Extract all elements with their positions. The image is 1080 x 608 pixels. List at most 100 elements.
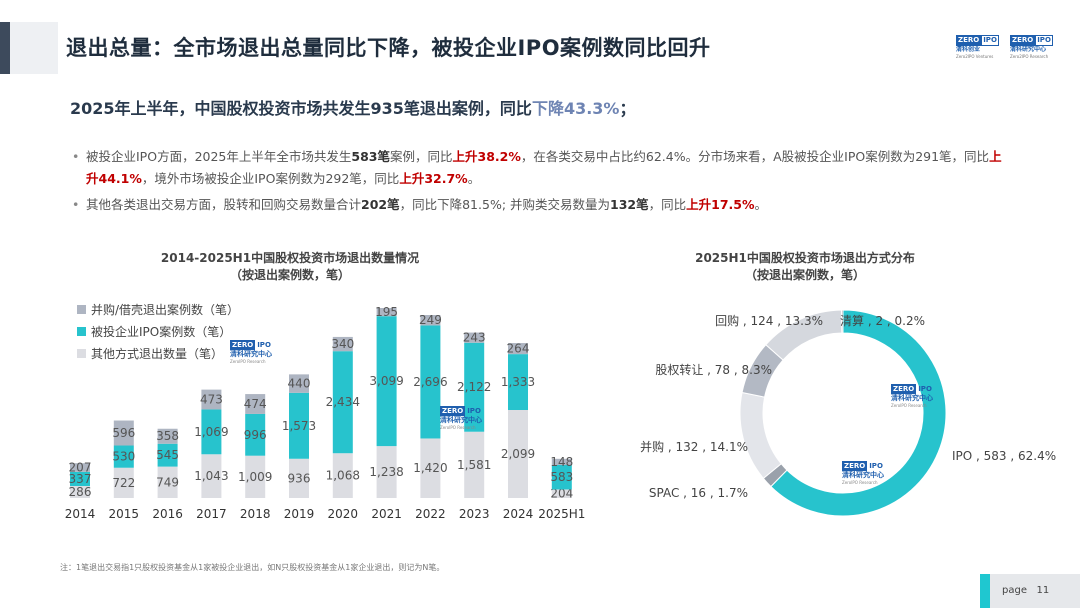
bar-segment <box>201 409 222 455</box>
page-number: page 11 <box>1002 585 1049 596</box>
bar-value-label: 3,099 <box>369 374 403 388</box>
pie-chart-title-text: 2025H1中国股权投资市场退出方式分布 <box>695 251 915 265</box>
logo-en: Zero2IPO Research <box>1010 54 1049 59</box>
bar-segment <box>201 389 222 410</box>
wm-en: ZeroIPO Research <box>440 425 476 430</box>
watermark-logo: ZERO IPO 清科研究中心 ZeroIPO Research <box>891 384 941 412</box>
bar-chart: 并购/借壳退出案例数（笔） 被投企业IPO案例数（笔） 其他方式退出数量（笔） 286… <box>65 302 586 521</box>
bar-value-label: 1,068 <box>326 469 360 483</box>
bar-segment <box>70 463 90 472</box>
x-tick-label: 2016 <box>152 507 183 521</box>
bar-value-label: 596 <box>112 426 135 440</box>
bar-value-label: 337 <box>69 472 92 486</box>
x-tick-label: 2022 <box>415 507 446 521</box>
slice-label: 并购 , 132 , 14.1% <box>640 439 748 454</box>
bar-segment <box>420 315 441 326</box>
page-num: 11 <box>1036 585 1050 596</box>
text: 。 <box>754 197 768 212</box>
text: ，境外市场被投企业IPO案例数为292笔，同比 <box>141 171 400 186</box>
logo-name: 清科研究中心 <box>1010 46 1047 53</box>
wm-brand: ZERO <box>842 461 868 471</box>
wm-brand: IPO <box>869 462 883 470</box>
page-accent <box>980 574 990 608</box>
bar-value-label: 722 <box>112 476 135 490</box>
footnote: 注：1笔退出交易指1只股权投资基金从1家被投企业退出，如N只股权投资基金从1家企… <box>60 563 445 572</box>
wm-brand: ZERO <box>440 406 466 416</box>
slice-label: 股权转让 , 78 , 8.3% <box>655 362 772 377</box>
donut-slice <box>770 309 947 517</box>
text: ，同比下降81.5%; 并购类交易数量为 <box>399 197 611 212</box>
wm-brand: ZERO <box>230 340 256 350</box>
wm-en: ZeroIPO Research <box>891 403 927 408</box>
bar-segment <box>289 374 309 393</box>
bar-segment <box>157 443 178 467</box>
wm-brand: IPO <box>918 385 932 393</box>
bar-segment <box>420 325 441 439</box>
bar-segment <box>289 458 309 498</box>
bar-segment <box>289 392 309 459</box>
wm-brand: IPO <box>257 341 271 349</box>
legend-swatch <box>77 305 86 314</box>
text: 其他各类退出交易方面，股转和回购交易数量合计 <box>86 197 362 212</box>
x-tick-label: 2019 <box>284 507 315 521</box>
value: 583笔 <box>351 149 390 164</box>
bar-segment <box>551 465 572 490</box>
wm-en: ZeroIPO Research <box>230 359 266 364</box>
x-tick-label: 2023 <box>459 507 490 521</box>
x-tick-label: 2024 <box>503 507 534 521</box>
bar-segment <box>245 394 266 414</box>
bar-segment <box>508 410 528 498</box>
bar-value-label: 2,122 <box>457 380 491 394</box>
bar-value-label: 1,238 <box>369 465 403 479</box>
bar-segment <box>508 343 528 355</box>
bar-value-label: 440 <box>288 377 311 391</box>
bar-value-label: 340 <box>331 337 354 351</box>
bar-segment <box>464 332 485 343</box>
bar-value-label: 195 <box>375 305 398 319</box>
bar-value-label: 1,069 <box>194 425 228 439</box>
bar-value-label: 936 <box>288 471 311 485</box>
wm-brand: ZERO <box>891 384 917 394</box>
bar-value-label: 1,573 <box>282 419 316 433</box>
text: 。 <box>467 171 481 186</box>
x-tick-label: 2015 <box>109 507 140 521</box>
x-tick-label: 2021 <box>371 507 402 521</box>
value: 202笔 <box>361 197 400 212</box>
bar-segment <box>113 420 134 446</box>
bar-value-label: 1,333 <box>501 375 535 389</box>
bar-value-label: 1,043 <box>194 469 228 483</box>
bar-value-label: 1,009 <box>238 470 272 484</box>
text: 案例，同比 <box>389 149 453 164</box>
wm-brand: IPO <box>467 407 481 415</box>
wm-name: 清科研究中心 <box>891 394 933 402</box>
pie-chart-title: 2025H1中国股权投资市场退出方式分布 （按退出案例数，笔） <box>660 250 950 284</box>
bullet-ipo: 被投企业IPO方面，2025年上半年全市场共发生583笔案例，同比上升38.2%… <box>72 146 1012 190</box>
bar-segment <box>157 428 178 444</box>
bar-value-label: 358 <box>156 429 179 443</box>
bar-segment <box>113 467 134 498</box>
x-tick-label: 2020 <box>328 507 359 521</box>
x-tick-label: 2025H1 <box>538 507 585 521</box>
bar-segment <box>464 342 485 432</box>
bar-value-label: 2,696 <box>413 375 447 389</box>
donut-chart: IPO , 583 , 62.4% SPAC , 16 , 1.7% 并购 , 13… <box>640 309 1056 517</box>
bar-segment <box>551 458 572 466</box>
logo-name: 清科创业 <box>956 46 981 53</box>
donut-slice <box>841 309 844 334</box>
bar-value-label: 286 <box>69 485 92 499</box>
pie-chart-subtitle: （按退出案例数，笔） <box>744 268 865 282</box>
bar-segment <box>157 466 178 498</box>
bar-segment <box>464 431 485 498</box>
bar-value-label: 264 <box>507 342 530 356</box>
bar-chart-subtitle: （按退出案例数，笔） <box>229 268 350 282</box>
legend-label: 被投企业IPO案例数（笔） <box>91 324 231 339</box>
value: 上升17.5% <box>686 197 755 212</box>
zero2ipo-ventures-logo: ZERO IPO 清科创业 Zero2IPO Ventures <box>956 35 1004 61</box>
bar-segment <box>332 351 353 454</box>
legend-label: 其他方式退出数量（笔） <box>91 346 223 361</box>
watermark-logo: ZERO IPO 清科研究中心 ZeroIPO Research <box>230 340 280 368</box>
bar-segment <box>332 336 353 352</box>
bar-segment <box>508 354 528 411</box>
slice-label: 清算 , 2 , 0.2% <box>840 313 925 328</box>
bullet-list: 被投企业IPO方面，2025年上半年全市场共发生583笔案例，同比上升38.2%… <box>72 146 1012 220</box>
